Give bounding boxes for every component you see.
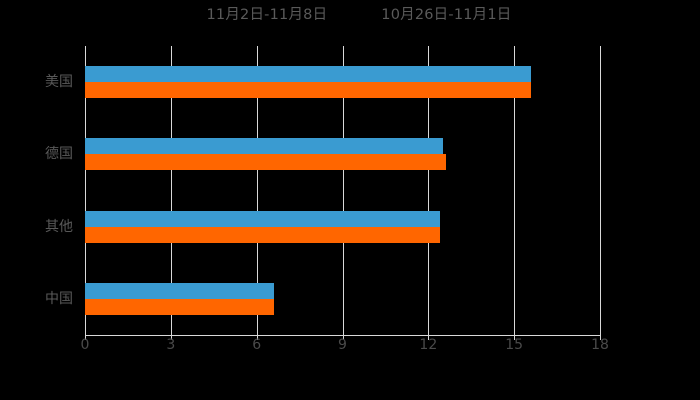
bar-其他-series-1[interactable]	[85, 210, 440, 227]
bar-美国-series-2[interactable]	[85, 82, 532, 99]
gridline-x	[600, 46, 601, 335]
x-axis-tick-mark	[342, 335, 344, 340]
x-axis-tick-label: 9	[338, 337, 347, 353]
legend-item-series-1[interactable]: 11月2日-11月8日	[188, 8, 327, 23]
bar-中国-series-1[interactable]	[85, 282, 274, 299]
bar-德国-series-1[interactable]	[85, 138, 443, 155]
y-axis-label-中国: 中国	[45, 290, 73, 307]
gridline-x	[514, 46, 516, 335]
x-axis-tick-label: 3	[166, 337, 176, 353]
chart-legend: 11月2日-11月8日 10月26日-11月1日	[0, 4, 700, 26]
x-axis-tick-label: 18	[591, 337, 609, 353]
legend-label-series-1: 11月2日-11月8日	[206, 6, 328, 23]
gridline-x	[85, 46, 86, 335]
legend-marker-square-icon	[363, 10, 374, 21]
x-axis-tick-label: 12	[419, 337, 438, 353]
gridline-x	[256, 46, 258, 335]
legend-item-series-2[interactable]: 10月26日-11月1日	[363, 8, 511, 23]
x-axis-tick-mark	[514, 335, 516, 340]
bar-美国-series-1[interactable]	[85, 66, 532, 83]
bar-中国-series-2[interactable]	[85, 298, 274, 315]
legend-marker-circle-icon	[188, 10, 199, 21]
x-axis-tick-mark	[600, 335, 601, 340]
gridline-x	[428, 46, 430, 335]
x-axis-tick-mark	[170, 335, 172, 340]
legend-label-series-2: 10月26日-11月1日	[381, 6, 512, 23]
x-axis-tick-mark	[85, 335, 86, 340]
y-axis-category-labels: 美国 德国 其他 中国	[0, 46, 73, 335]
gridline-x	[342, 46, 344, 335]
x-axis-tick-mark	[256, 335, 258, 340]
plot-area	[85, 46, 601, 335]
x-axis-tick-label: 15	[505, 337, 524, 353]
y-axis-label-其他: 其他	[45, 218, 73, 235]
bar-其他-series-2[interactable]	[85, 226, 440, 243]
x-axis-tick-mark	[428, 335, 430, 340]
y-axis-label-美国: 美国	[45, 74, 73, 91]
x-axis-tick-label: 6	[252, 337, 262, 353]
y-axis-label-德国: 德国	[45, 146, 73, 163]
bar-德国-series-2[interactable]	[85, 154, 446, 171]
gridline-x	[170, 46, 172, 335]
x-axis-tick-label: 0	[80, 337, 90, 353]
